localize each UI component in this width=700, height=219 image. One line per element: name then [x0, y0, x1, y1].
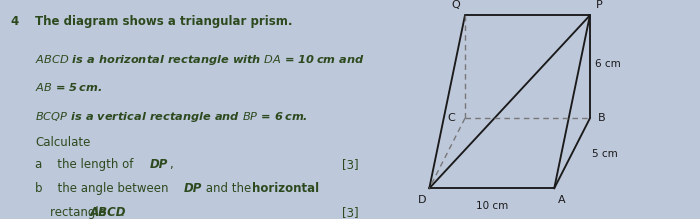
Text: The diagram shows a triangular prism.: The diagram shows a triangular prism. [36, 15, 293, 28]
Text: $BCQP$ is a vertical rectangle and $BP$ = 6 cm.: $BCQP$ is a vertical rectangle and $BP$ … [36, 110, 308, 124]
Text: P: P [596, 0, 602, 11]
Text: 5 cm: 5 cm [592, 149, 617, 159]
Text: 10 cm: 10 cm [475, 201, 508, 211]
Text: horizontal: horizontal [252, 182, 319, 195]
Text: DP: DP [150, 158, 168, 171]
Text: C: C [448, 113, 456, 123]
Text: .: . [121, 206, 125, 219]
Text: ,: , [169, 158, 172, 171]
Text: 4: 4 [10, 15, 19, 28]
Text: and the: and the [202, 182, 255, 195]
Text: Calculate: Calculate [36, 136, 91, 149]
Text: rectangle: rectangle [36, 206, 110, 219]
Text: Q: Q [452, 0, 461, 11]
Text: b    the angle between: b the angle between [36, 182, 173, 195]
Text: [3]: [3] [342, 206, 358, 219]
Text: a    the length of: a the length of [36, 158, 137, 171]
Text: [3]: [3] [342, 158, 358, 171]
Text: $AB$ = 5 cm.: $AB$ = 5 cm. [36, 81, 103, 93]
Text: D: D [418, 195, 426, 205]
Text: DP: DP [183, 182, 202, 195]
Text: ABCD: ABCD [90, 206, 126, 219]
Text: B: B [598, 113, 606, 123]
Text: A: A [558, 195, 566, 205]
Text: 6 cm: 6 cm [595, 58, 621, 69]
Text: $ABCD$ is a horizontal rectangle with $DA$ = 10 cm and: $ABCD$ is a horizontal rectangle with $D… [36, 53, 365, 67]
